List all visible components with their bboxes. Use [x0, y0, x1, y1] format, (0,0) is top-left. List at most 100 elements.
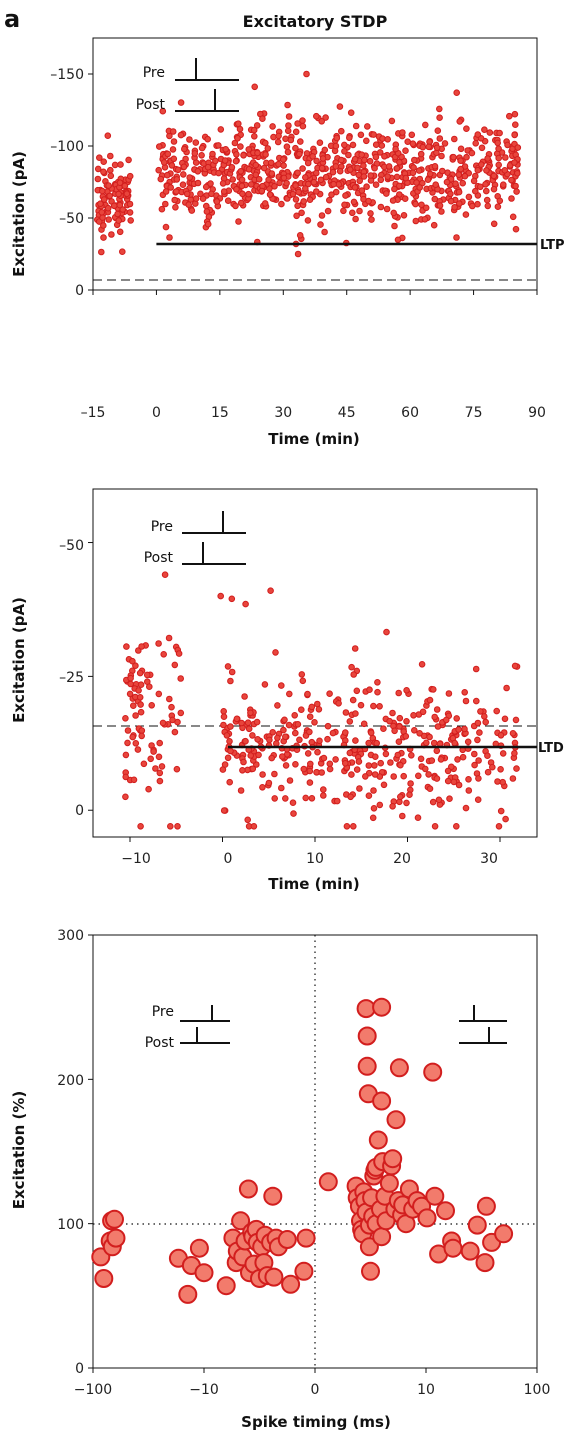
data-point: [411, 156, 418, 164]
data-point: [389, 803, 396, 810]
data-point: [232, 157, 240, 165]
data-point: [126, 209, 134, 216]
chart-ltp-timecourse: –15 0 15 30 45 60 75 90 0 –50 –100 –150 …: [10, 37, 565, 448]
data-point: [293, 212, 300, 220]
data-point: [249, 765, 257, 773]
data-point: [358, 187, 366, 194]
data-point: [377, 203, 385, 211]
data-point: [306, 713, 314, 721]
data-point: [188, 207, 196, 214]
data-point: [177, 675, 184, 682]
data-point: [403, 799, 410, 807]
data-point: [129, 733, 136, 741]
data-point: [209, 150, 216, 158]
data-point: [254, 149, 261, 157]
data-point: [137, 681, 145, 689]
data-point: [251, 133, 258, 140]
data-point: [324, 722, 332, 730]
data-point: [423, 739, 430, 747]
data-point: [170, 138, 178, 145]
x-tick-label: 45: [338, 405, 356, 421]
data-point: [434, 723, 442, 730]
data-point: [260, 164, 268, 172]
data-point: [115, 217, 122, 224]
data-point: [392, 145, 399, 153]
ltd-label: LTD: [538, 741, 564, 756]
data-point: [464, 738, 472, 746]
data-point: [391, 222, 398, 230]
data-point: [374, 679, 381, 686]
data-point: [321, 146, 329, 154]
data-point: [365, 739, 373, 747]
x-tick-label: –15: [81, 405, 106, 421]
data-point: [419, 708, 427, 716]
data-point: [495, 161, 503, 169]
data-point: [349, 696, 357, 704]
data-point: [282, 795, 289, 802]
data-point: [459, 179, 467, 187]
data-point: [253, 122, 261, 129]
data-point: [300, 765, 308, 773]
data-point: [332, 163, 340, 170]
data-point: [304, 690, 311, 698]
data-point: [509, 730, 517, 737]
pre-spike-trace: [180, 1005, 230, 1022]
data-point: [279, 753, 286, 760]
data-point: [321, 228, 328, 236]
axis-ticks: [88, 73, 538, 295]
data-point: [177, 709, 185, 717]
data-point: [100, 158, 107, 165]
data-point: [431, 823, 439, 830]
data-point: [252, 161, 260, 169]
data-point: [436, 135, 444, 142]
data-point: [359, 1237, 379, 1257]
data-point: [499, 750, 507, 757]
data-point: [393, 173, 401, 181]
data-point: [253, 718, 261, 726]
data-point: [444, 777, 452, 785]
data-point: [126, 200, 134, 208]
data-point: [401, 195, 409, 202]
data-point: [314, 700, 321, 708]
data-point: [122, 773, 129, 781]
data-point: [252, 171, 260, 179]
data-point: [94, 165, 102, 173]
data-point: [298, 209, 305, 217]
data-point: [475, 1253, 495, 1273]
data-point: [386, 1110, 406, 1130]
data-point: [221, 157, 229, 164]
data-point: [254, 736, 261, 743]
data-point: [414, 814, 422, 822]
data-point: [132, 662, 139, 670]
data-point: [433, 144, 441, 152]
data-point: [402, 733, 410, 740]
data-point: [419, 143, 427, 151]
data-point: [105, 182, 112, 189]
data-point: [452, 180, 459, 187]
data-point: [268, 170, 276, 177]
data-point: [284, 148, 292, 156]
data-point: [455, 726, 462, 733]
data-point: [403, 687, 410, 694]
data-point: [372, 997, 392, 1017]
data-point: [156, 739, 163, 747]
data-point: [238, 1179, 258, 1199]
data-point: [281, 716, 288, 724]
data-point: [343, 823, 351, 830]
data-point: [313, 112, 320, 120]
data-point: [294, 250, 302, 258]
data-point: [216, 1276, 236, 1296]
x-tick-label: −10: [121, 851, 151, 867]
data-point: [365, 792, 373, 800]
data-point: [282, 135, 289, 143]
data-point: [277, 1230, 297, 1249]
data-point: [305, 180, 312, 188]
data-point: [219, 180, 227, 187]
y-axis-label: Excitation (pA): [10, 151, 28, 277]
chart-ltd-timecourse: −10 0 10 20 30 0 –25 –50 Time (min) Exci…: [10, 488, 564, 893]
data-point: [189, 1238, 209, 1258]
data-point: [304, 159, 312, 167]
data-point: [373, 739, 381, 747]
data-point: [155, 690, 163, 698]
data-point: [499, 778, 507, 786]
